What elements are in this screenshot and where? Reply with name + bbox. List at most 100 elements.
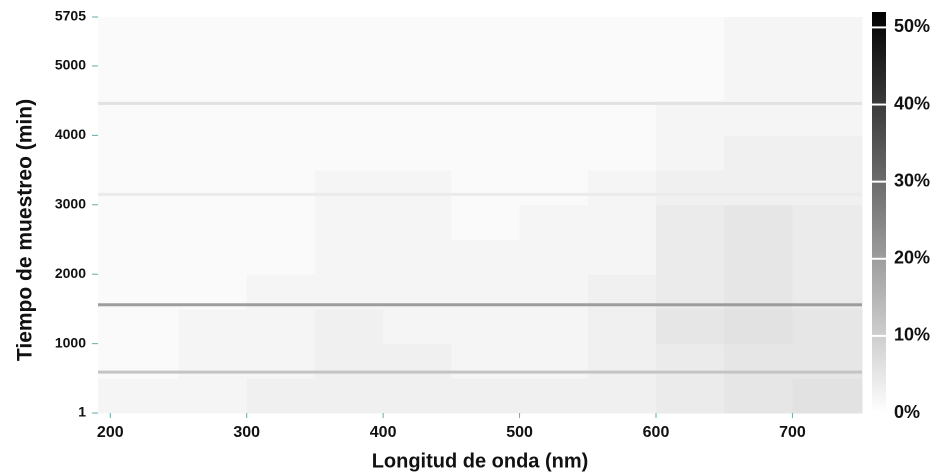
heatmap-cell <box>792 135 863 171</box>
heatmap-cell <box>98 65 179 102</box>
heatmap-cell <box>519 204 589 241</box>
heatmap-cell <box>587 65 657 102</box>
heatmap-line <box>98 370 862 374</box>
heatmap-cell <box>246 378 316 414</box>
heatmap-cell <box>314 204 384 241</box>
heatmap-cell <box>655 135 725 171</box>
heatmap-cell <box>178 204 248 241</box>
heatmap-cell <box>792 100 863 136</box>
heatmap-cell <box>246 135 316 171</box>
heatmap-cell <box>655 17 725 67</box>
heatmap-cell <box>451 378 521 414</box>
heatmap-cell <box>519 239 589 275</box>
x-tick-label: 200 <box>97 424 124 441</box>
heatmap-cell <box>98 135 179 171</box>
heatmap-line <box>98 303 862 307</box>
heatmap-cell <box>451 135 521 171</box>
heatmap-cell <box>587 204 657 241</box>
heatmap-cell <box>655 308 725 345</box>
heatmap-cell <box>246 204 316 241</box>
heatmap-cell <box>178 170 248 206</box>
heatmap-line <box>98 192 862 196</box>
heatmap-cell <box>724 100 793 136</box>
heatmap-cell <box>519 308 589 345</box>
heatmap-cell <box>98 170 179 206</box>
heatmap-cell <box>519 100 589 136</box>
heatmap-cell <box>383 204 452 241</box>
colorbar-tick-label: 50% <box>894 16 930 36</box>
colorbar-tick-label: 10% <box>894 325 930 345</box>
heatmap-cell <box>655 239 725 275</box>
heatmap-cell <box>383 239 452 275</box>
heatmap-cell <box>587 378 657 414</box>
heatmap-cell <box>724 65 793 102</box>
x-tick-label: 300 <box>233 424 260 441</box>
x-tick-label: 400 <box>370 424 397 441</box>
colorbar-tick-label: 30% <box>894 170 930 190</box>
heatmap-cell <box>383 17 452 67</box>
heatmap-cell <box>451 170 521 206</box>
heatmap-cell <box>314 170 384 206</box>
y-tick-label: 5705 <box>55 8 86 24</box>
y-tick-label: 5000 <box>55 57 86 73</box>
heatmap-cell <box>519 378 589 414</box>
heatmap-cell <box>451 65 521 102</box>
colorbar-tick-label: 0% <box>894 402 920 422</box>
heatmap-cell <box>587 100 657 136</box>
heatmap-cell <box>655 170 725 206</box>
heatmap-cell <box>519 17 589 67</box>
heatmap-cell <box>792 378 863 414</box>
y-tick-label: 2000 <box>55 265 86 281</box>
colorbar-tick-label: 40% <box>894 93 930 113</box>
heatmap-cell <box>724 135 793 171</box>
heatmap-cell <box>246 100 316 136</box>
heatmap-cell <box>451 100 521 136</box>
heatmap-cell <box>246 17 316 67</box>
heatmap-cell <box>655 204 725 241</box>
heatmap-cell <box>314 17 384 67</box>
heatmap-cell <box>519 135 589 171</box>
y-tick-label: 1000 <box>55 334 86 350</box>
heatmap-cell <box>314 100 384 136</box>
heatmap-cell <box>451 308 521 345</box>
heatmap-cell <box>587 170 657 206</box>
heatmap-cell <box>519 65 589 102</box>
heatmap-cell <box>246 65 316 102</box>
heatmap-cell <box>178 100 248 136</box>
heatmap-cell <box>792 308 863 345</box>
heatmap-cell <box>178 135 248 171</box>
heatmap-cell <box>792 204 863 241</box>
heatmap-cell <box>383 308 452 345</box>
heatmap-cell <box>587 239 657 275</box>
heatmap-cell <box>724 378 793 414</box>
heatmap-cell <box>178 239 248 275</box>
heatmap-cell <box>383 100 452 136</box>
x-tick-label: 700 <box>779 424 806 441</box>
heatmap-cell <box>519 170 589 206</box>
heatmap-cell <box>98 17 179 67</box>
heatmap-cell <box>98 204 179 241</box>
heatmap-cell <box>451 204 521 241</box>
heatmap-cell <box>178 65 248 102</box>
heatmap-cell <box>383 135 452 171</box>
colorbar <box>872 12 886 413</box>
heatmap-cell <box>724 239 793 275</box>
heatmap-cell <box>314 65 384 102</box>
heatmap-cell <box>314 308 384 345</box>
x-tick-label: 500 <box>506 424 533 441</box>
heatmap-cell <box>383 378 452 414</box>
heatmap-cell <box>246 170 316 206</box>
heatmap-cell <box>178 17 248 67</box>
heatmap-cell <box>655 100 725 136</box>
heatmap-cell <box>246 308 316 345</box>
heatmap-cell <box>451 17 521 67</box>
heatmap-cell <box>178 378 248 414</box>
heatmap-cell <box>246 239 316 275</box>
heatmap-cell <box>178 308 248 345</box>
heatmap-cell <box>655 378 725 414</box>
x-axis-title: Longitud de onda (nm) <box>372 450 589 472</box>
colorbar-tick-label: 20% <box>894 248 930 268</box>
heatmap-cell <box>451 239 521 275</box>
y-tick-label: 1 <box>78 404 86 420</box>
